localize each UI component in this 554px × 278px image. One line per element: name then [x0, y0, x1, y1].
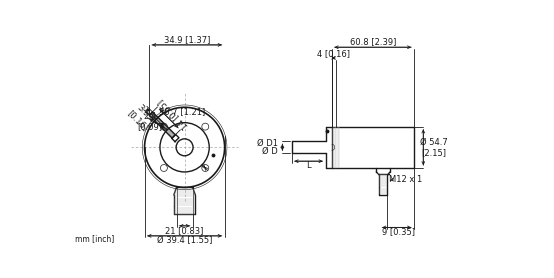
Text: 9 [0.35]: 9 [0.35] — [382, 227, 415, 237]
Text: Ø 54.7
[2.15]: Ø 54.7 [2.15] — [420, 138, 448, 157]
Text: 14 [0.55]: 14 [0.55] — [156, 98, 190, 131]
Text: 30.7 [1.21]: 30.7 [1.21] — [158, 108, 205, 116]
Text: 3.99
[0.16]: 3.99 [0.16] — [125, 101, 157, 133]
Text: Ø D: Ø D — [262, 147, 278, 156]
Text: 60.8 [2.39]: 60.8 [2.39] — [350, 37, 396, 46]
Text: Ø D1: Ø D1 — [257, 139, 278, 148]
Text: Ø 39.4 [1.55]: Ø 39.4 [1.55] — [157, 236, 212, 245]
Text: 4 [0.16]: 4 [0.16] — [317, 49, 350, 58]
Text: mm [inch]: mm [inch] — [75, 234, 115, 243]
Text: 34.9 [1.37]: 34.9 [1.37] — [164, 35, 210, 44]
Text: 21 [0.83]: 21 [0.83] — [166, 226, 204, 235]
Text: M12 x 1: M12 x 1 — [389, 175, 422, 184]
Text: 2.4
[0.09]: 2.4 [0.09] — [137, 112, 162, 131]
Text: L: L — [306, 160, 311, 170]
